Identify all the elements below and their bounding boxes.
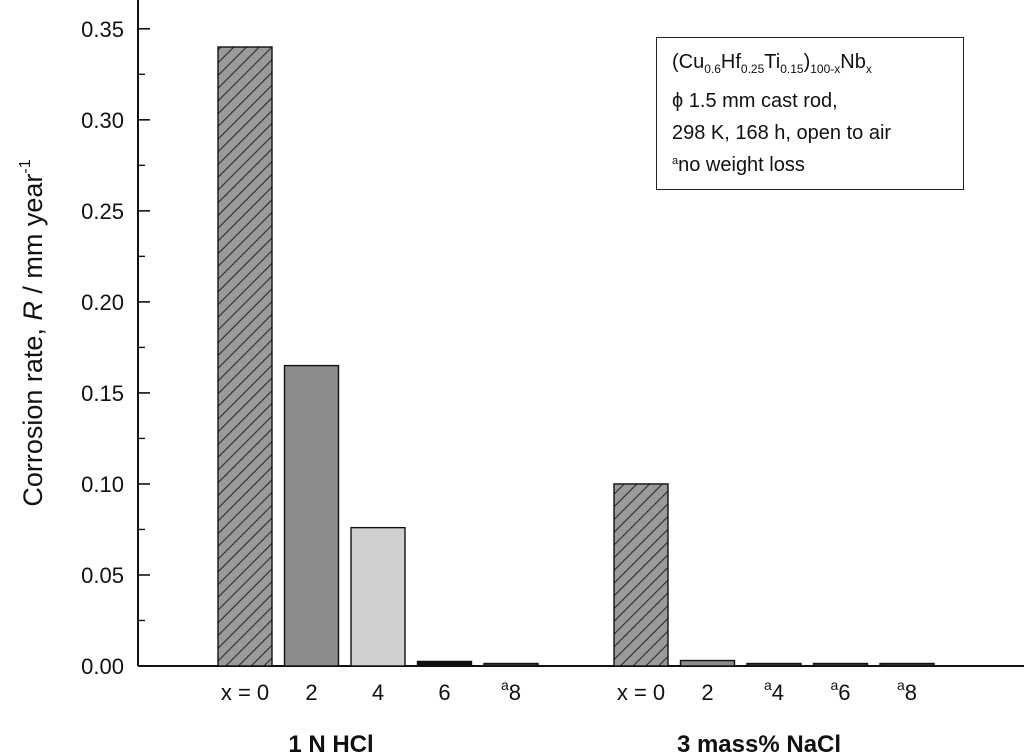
legend-close: ) bbox=[803, 51, 811, 73]
legend-ti: Ti bbox=[764, 51, 781, 73]
y-tick-label: 0.15 bbox=[81, 381, 124, 406]
x-category-label: a6 bbox=[830, 677, 850, 705]
legend-hf: Hf bbox=[720, 51, 741, 73]
bar-nacl-2 bbox=[746, 662, 802, 667]
bar-nacl-1 bbox=[679, 659, 736, 667]
bar-nacl-3 bbox=[812, 662, 869, 667]
x-category-label: 6 bbox=[438, 680, 450, 705]
legend-nb-sub: x bbox=[865, 62, 872, 76]
y-axis-title: Corrosion rate, R / mm year-1 bbox=[17, 159, 48, 506]
legend-conditions: 298 K, 168 h, open to air bbox=[672, 122, 892, 144]
x-category-label: 2 bbox=[305, 680, 317, 705]
y-tick-label: 0.30 bbox=[81, 108, 124, 133]
x-category-label: a8 bbox=[501, 677, 521, 705]
x-category-label: 2 bbox=[701, 680, 713, 705]
bar-hcl-2 bbox=[350, 526, 406, 667]
legend-close-sub: 100-x bbox=[810, 62, 841, 76]
y-tick-label: 0.05 bbox=[81, 563, 124, 588]
legend-footnote: ano weight loss bbox=[672, 155, 805, 175]
y-tick-label: 0.25 bbox=[81, 199, 124, 224]
legend-rod: ϕ 1.5 mm cast rod, bbox=[672, 90, 838, 112]
bar-nacl-0 bbox=[613, 483, 669, 667]
bars bbox=[217, 46, 935, 667]
legend-nb: Nb bbox=[840, 51, 866, 73]
y-tick-label: 0.00 bbox=[81, 654, 124, 679]
x-category-label: a4 bbox=[764, 677, 784, 705]
bar-hcl-0 bbox=[217, 46, 273, 667]
y-tick-label: 0.35 bbox=[81, 17, 124, 42]
legend-ti-sub: 0.15 bbox=[780, 62, 804, 76]
y-tick-label: 0.20 bbox=[81, 290, 124, 315]
legend-hf-sub: 0.25 bbox=[740, 62, 765, 76]
bar-hcl-3 bbox=[416, 660, 473, 667]
legend-composition: (Cu0.6Hf0.25Ti0.15)100-xNbx bbox=[672, 52, 872, 75]
group-title: 3 mass% NaCl bbox=[677, 731, 841, 756]
legend-cu: (Cu bbox=[672, 51, 705, 73]
legend-cu-sub: 0.6 bbox=[704, 62, 721, 76]
x-category-label: x = 0 bbox=[221, 680, 269, 705]
legend-box: (Cu0.6Hf0.25Ti0.15)100-xNbx ϕ 1.5 mm cas… bbox=[656, 37, 964, 190]
bar-hcl-4 bbox=[483, 662, 539, 667]
legend-footnote-mark: a bbox=[672, 155, 679, 167]
y-tick-label: 0.10 bbox=[81, 472, 124, 497]
bar-nacl-4 bbox=[879, 662, 935, 667]
group-title: 1 N HCl bbox=[288, 731, 373, 756]
x-category-label: a8 bbox=[897, 677, 917, 705]
bar-hcl-1 bbox=[283, 364, 340, 667]
x-category-label: x = 0 bbox=[617, 680, 665, 705]
x-category-label: 4 bbox=[372, 680, 384, 705]
labels: 0.00 0.05 0.10 0.15 0.20 0.25 0.30 0.35 Corrosio… bbox=[17, 17, 917, 756]
legend-footnote-text: no weight loss bbox=[678, 154, 805, 176]
